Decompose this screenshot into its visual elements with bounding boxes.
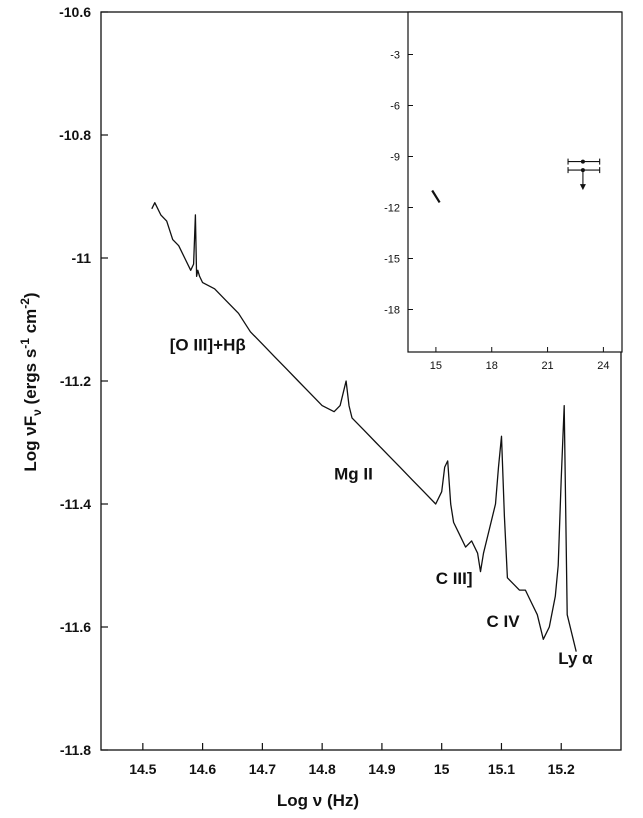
inset-arrow-head: [579, 184, 586, 191]
y-tick-label: -11.8: [60, 742, 91, 758]
x-tick-label: 14.8: [309, 761, 336, 777]
inset-frame: [407, 11, 623, 353]
inset-y-tick-label: -18: [384, 305, 400, 317]
line-annotation: Ly α: [558, 649, 593, 668]
y-tick-label: -10.6: [59, 4, 91, 20]
inset-data-point: [580, 159, 585, 164]
x-tick-label: 14.5: [129, 761, 156, 777]
x-tick-label: 14.6: [189, 761, 216, 777]
x-tick-label: 14.7: [249, 761, 276, 777]
inset-x-tick-label: 18: [486, 360, 498, 372]
x-axis-title: Log ν (Hz): [277, 791, 359, 810]
inset-optical-segment: [431, 189, 441, 203]
line-annotation: [O III]+Hβ: [170, 335, 246, 354]
inset-x-tick-label: 21: [541, 360, 553, 372]
inset-x-tick-label: 24: [597, 360, 609, 372]
inset-y-tick-label: -15: [384, 254, 400, 266]
inset-axes: 15 18 21 24 -3 -6 -9 -12 -15 -18: [384, 11, 623, 372]
x-tick-label: 15.2: [548, 761, 575, 777]
annotations: [O III]+Hβ Mg II C III] C IV Ly α: [170, 335, 593, 668]
x-tick-label: 15.1: [488, 761, 515, 777]
line-annotation: C IV: [487, 612, 521, 631]
main-data: [151, 202, 577, 652]
inset-y-tick-label: -6: [390, 101, 400, 113]
y-tick-label: -11.4: [60, 496, 91, 512]
inset-y-tick-label: -9: [390, 152, 400, 164]
inset-x-tick-label: 15: [430, 360, 442, 372]
line-annotation: C III]: [436, 569, 473, 588]
x-tick-label: 15: [434, 761, 450, 777]
y-tick-label: -10.8: [59, 127, 91, 143]
inset-chart: 15 18 21 24 -3 -6 -9 -12 -15 -18: [384, 11, 623, 372]
inset-y-tick-label: -12: [384, 203, 400, 215]
main-axes: 14.5 14.6 14.7 14.8 14.9 15 15.1 15.2 -11.8 -11.6…: [59, 4, 622, 777]
spectrum-line: [151, 202, 577, 652]
inset-data: [431, 158, 601, 203]
y-tick-label: -11.2: [60, 373, 91, 389]
y-axis-title: Log νFν (ergs s-1 cm-2): [18, 292, 44, 471]
line-annotation: Mg II: [334, 464, 373, 483]
x-tick-label: 14.9: [368, 761, 395, 777]
inset-y-tick-label: -3: [390, 50, 400, 62]
y-tick-label: -11: [72, 250, 92, 266]
y-tick-label: -11.6: [60, 619, 91, 635]
